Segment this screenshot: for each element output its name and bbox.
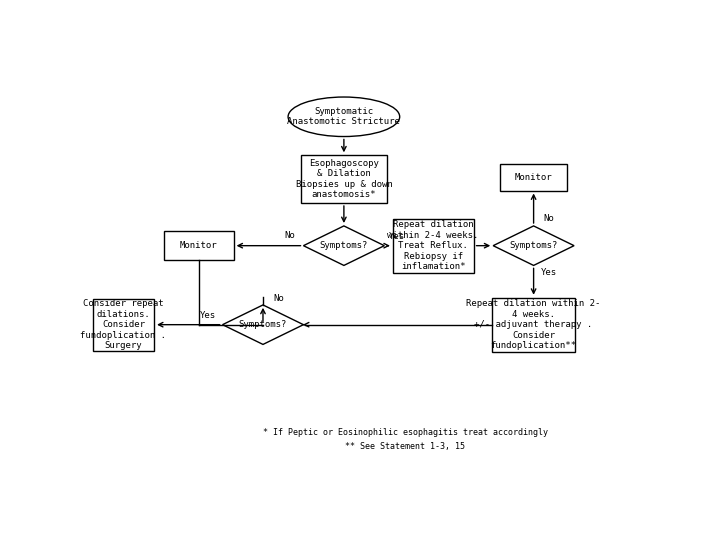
- Text: Yes: Yes: [389, 232, 405, 241]
- Text: Symptoms?: Symptoms?: [239, 320, 287, 329]
- Polygon shape: [493, 226, 574, 266]
- FancyBboxPatch shape: [301, 155, 387, 203]
- Text: No: No: [544, 214, 554, 223]
- Text: Yes: Yes: [200, 311, 216, 320]
- Ellipse shape: [288, 97, 400, 137]
- FancyBboxPatch shape: [492, 298, 575, 352]
- FancyBboxPatch shape: [500, 164, 567, 191]
- Text: Repeat dilation
within 2-4 weeks.
Treat Reflux.
Rebiopsy if
inflamation*: Repeat dilation within 2-4 weeks. Treat …: [387, 220, 479, 271]
- Text: ** See Statement 1-3, 15: ** See Statement 1-3, 15: [346, 442, 465, 451]
- Polygon shape: [222, 305, 303, 345]
- Text: No: No: [273, 294, 284, 303]
- Text: Consider repeat
dilations.
Consider
fundoplication .
Surgery: Consider repeat dilations. Consider fund…: [81, 299, 166, 350]
- Text: No: No: [284, 231, 295, 240]
- Polygon shape: [303, 226, 384, 266]
- FancyBboxPatch shape: [93, 299, 154, 350]
- FancyBboxPatch shape: [164, 231, 234, 260]
- Text: * If Peptic or Eosinophilic esophagitis treat accordingly: * If Peptic or Eosinophilic esophagitis …: [263, 428, 548, 437]
- Text: Symptomatic
Anastomotic Stricture: Symptomatic Anastomotic Stricture: [287, 107, 400, 126]
- Text: Yes: Yes: [541, 268, 557, 278]
- Text: Symptoms?: Symptoms?: [320, 241, 368, 250]
- Text: Esophagoscopy
& Dilation
Biopsies up & down
anastomosis*: Esophagoscopy & Dilation Biopsies up & d…: [295, 159, 392, 199]
- Text: Monitor: Monitor: [180, 241, 217, 250]
- Text: Repeat dilation within 2-
4 weeks.
+/- adjuvant therapy .
Consider
fundoplicatio: Repeat dilation within 2- 4 weeks. +/- a…: [467, 299, 600, 350]
- FancyBboxPatch shape: [392, 219, 474, 273]
- Text: Monitor: Monitor: [515, 173, 552, 181]
- Text: Symptoms?: Symptoms?: [510, 241, 558, 250]
